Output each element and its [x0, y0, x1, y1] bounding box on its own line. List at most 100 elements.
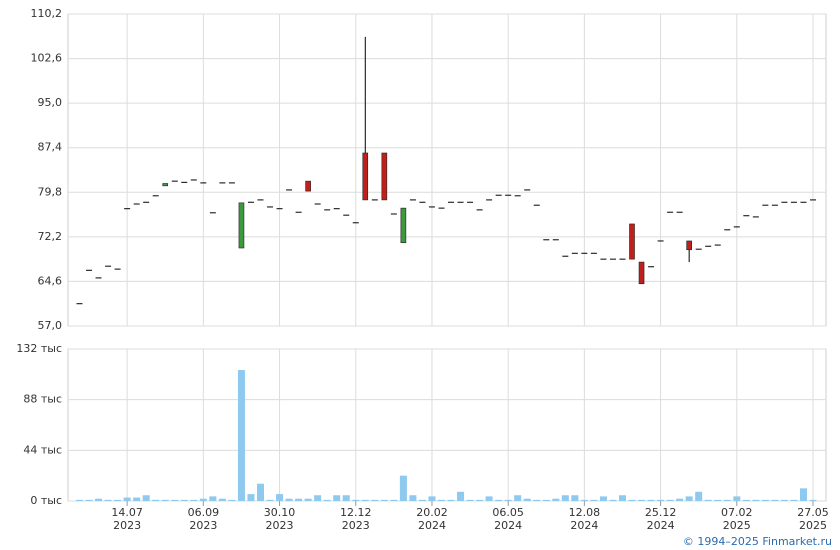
volume-bar	[685, 496, 693, 501]
volume-bar	[638, 499, 646, 501]
y-tick-label: 87,4	[38, 141, 63, 154]
volume-bar	[590, 499, 598, 501]
volume-bar	[476, 499, 484, 501]
volume-bar	[514, 495, 522, 501]
volume-bar	[304, 498, 312, 501]
y-tick-label: 79,8	[38, 185, 63, 198]
volume-bar	[495, 499, 503, 501]
volume-bar	[542, 499, 550, 501]
volume-bar	[276, 494, 284, 501]
volume-bar	[666, 499, 674, 501]
volume-bar	[371, 499, 379, 501]
x-tick-label: 06.09	[188, 506, 220, 519]
volume-bar	[218, 498, 226, 501]
x-tick-label: 12.12	[340, 506, 372, 519]
volume-bar	[266, 499, 274, 501]
volume-bar	[580, 499, 588, 501]
candle-body	[305, 180, 311, 192]
volume-bar	[533, 499, 541, 501]
candle-body	[381, 152, 388, 201]
volume-bar	[609, 499, 617, 501]
volume-bar	[237, 370, 245, 501]
volume-bar	[647, 499, 655, 501]
volume-bar	[704, 499, 712, 501]
x-tick-label: 2024	[647, 519, 675, 532]
y-tick-label: 88 тыс	[23, 393, 62, 406]
volume-bar	[409, 495, 417, 501]
candle-body	[638, 261, 645, 285]
x-tick-label: 14.07	[111, 506, 143, 519]
y-tick-label: 0 тыс	[30, 494, 62, 507]
volume-bar	[76, 499, 83, 501]
volume-bar	[180, 499, 188, 501]
copyright[interactable]: © 1994–2025 Finmarket.ru	[683, 535, 832, 548]
volume-bar	[447, 499, 455, 501]
volume-bar	[190, 499, 198, 501]
x-tick-label: 2023	[189, 519, 217, 532]
volume-bar	[152, 499, 160, 501]
volume-bar	[571, 495, 579, 501]
volume-bar	[256, 483, 264, 501]
volume-bar	[418, 499, 426, 501]
candle-body	[686, 240, 692, 251]
x-tick-label: 27.05	[797, 506, 829, 519]
candle-body	[362, 152, 369, 201]
y-tick-label: 72,2	[38, 230, 63, 243]
volume-bar	[628, 499, 636, 501]
volume-bar	[428, 496, 436, 501]
volume-bar	[380, 499, 388, 501]
x-tick-label: 2023	[342, 519, 370, 532]
volume-bar	[723, 499, 731, 501]
volume-bar	[552, 498, 560, 501]
volume-bar	[285, 498, 293, 501]
volume-bar	[457, 491, 465, 501]
volume-frame	[67, 348, 827, 502]
x-tick-label: 06.05	[492, 506, 524, 519]
y-tick-label: 95,0	[38, 96, 63, 109]
volume-bar	[199, 498, 207, 501]
y-tick-label: 44 тыс	[23, 443, 62, 456]
volume-bar	[504, 499, 512, 501]
y-tick-label: 57,0	[38, 319, 63, 332]
candle-body	[238, 202, 245, 249]
volume-bar	[657, 499, 665, 501]
volume-bar	[618, 495, 626, 501]
x-tick-label: 07.02	[721, 506, 753, 519]
volume-bar	[114, 499, 122, 501]
price-frame	[67, 13, 827, 327]
volume-bar	[466, 499, 474, 501]
x-tick-label: 2023	[266, 519, 294, 532]
volume-bar	[314, 495, 322, 501]
volume-bar	[523, 498, 531, 501]
volume-bar	[752, 499, 760, 501]
volume-bar	[809, 499, 817, 501]
x-tick-label: 2024	[494, 519, 522, 532]
volume-bar	[85, 499, 93, 501]
volume-bar	[133, 497, 141, 501]
x-tick-label: 2024	[418, 519, 446, 532]
volume-bar	[599, 496, 607, 501]
volume-bar	[333, 495, 341, 501]
y-tick-label: 64,6	[38, 274, 63, 287]
volume-bar	[209, 496, 217, 501]
volume-bar	[714, 499, 722, 501]
volume-bar	[361, 499, 369, 501]
volume-bar	[733, 496, 741, 501]
volume-bar	[247, 494, 255, 501]
volume-bar	[437, 499, 445, 501]
volume-bar	[771, 499, 779, 501]
x-tick-label: 2023	[113, 519, 141, 532]
volume-bar	[342, 495, 350, 501]
volume-bar	[228, 499, 236, 501]
volume-bar	[695, 491, 703, 501]
candle-body	[629, 223, 635, 260]
volume-bar	[485, 496, 493, 501]
volume-bar	[123, 497, 131, 501]
volume-bar	[352, 499, 360, 501]
volume-bar	[95, 498, 103, 501]
volume-bar	[323, 499, 331, 501]
volume-bar	[142, 495, 150, 501]
volume-bar	[161, 499, 169, 501]
volume-bar	[761, 499, 769, 501]
